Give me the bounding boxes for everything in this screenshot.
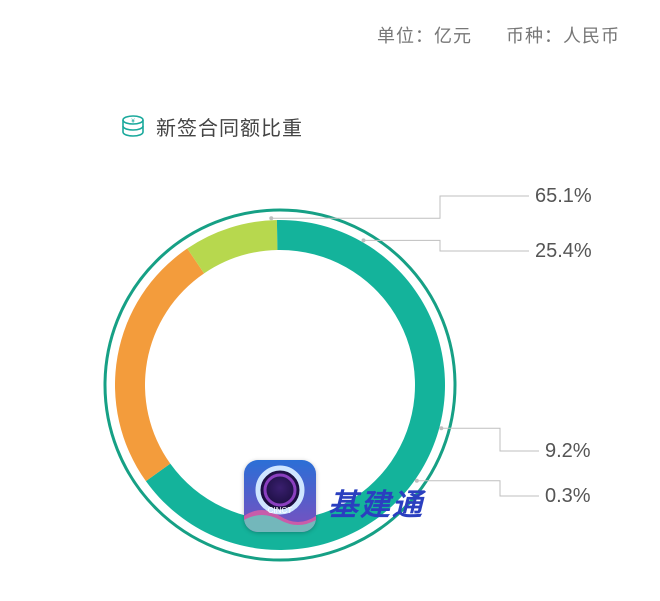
currency-label: 币种：人民币 xyxy=(506,26,620,46)
segment-label: 0.3% xyxy=(545,485,591,508)
logo-label: CINCT xyxy=(268,506,293,515)
section-title: 新签合同额比重 xyxy=(156,112,303,141)
section-header: ¥ 新签合同额比重 xyxy=(120,112,303,141)
watermark-logo: CINCT xyxy=(244,460,316,532)
header-meta: 单位：亿元 币种：人民币 xyxy=(377,22,620,48)
donut-chart: CINCT 基建通 65.1% 25.4% 9.2% 0.3% xyxy=(0,155,660,595)
unit-label: 单位：亿元 xyxy=(377,26,472,46)
segment-label: 9.2% xyxy=(545,440,591,463)
coin-stack-icon: ¥ xyxy=(120,114,146,140)
segment-label: 25.4% xyxy=(535,240,592,263)
segment-label: 65.1% xyxy=(535,185,592,208)
watermark-text: 基建通 xyxy=(328,480,424,524)
